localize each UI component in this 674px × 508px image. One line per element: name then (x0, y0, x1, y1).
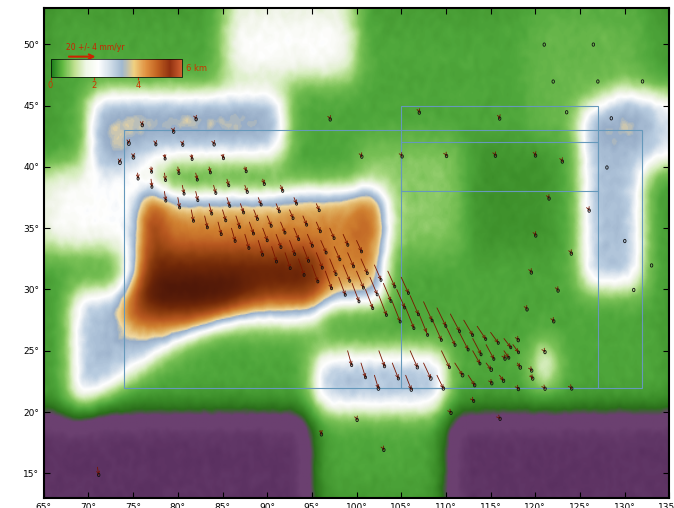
Text: 6 km: 6 km (186, 64, 207, 73)
Text: 20 +/- 4 mm/yr: 20 +/- 4 mm/yr (66, 43, 125, 52)
Bar (401, 142, 598, 388)
Bar (124, 130, 642, 388)
Bar (401, 106, 598, 192)
